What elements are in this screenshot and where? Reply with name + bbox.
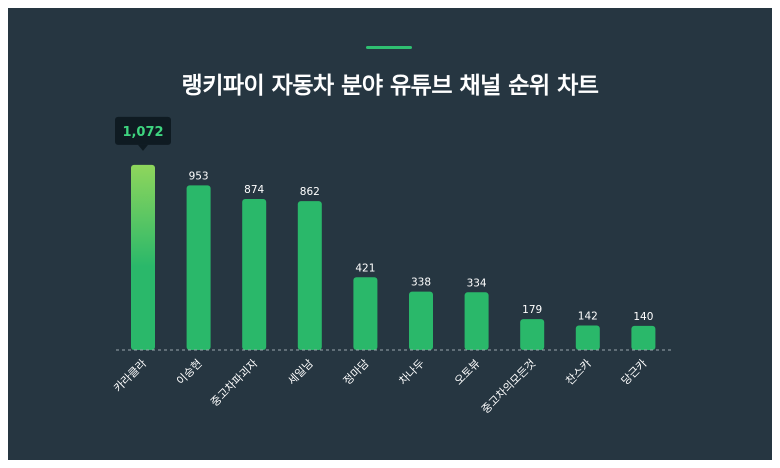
- value-label-10: 140: [633, 311, 653, 323]
- callout-value: 1,072: [122, 125, 163, 140]
- bar-8: [520, 319, 545, 350]
- bar-5: [353, 277, 378, 350]
- bar-6: [409, 291, 433, 350]
- category-label-7: 오토뷰: [452, 357, 483, 388]
- bar-7: [464, 292, 489, 350]
- chart-title: 랭키파이 자동차 분야 유튜브 채널 순위 차트: [181, 73, 599, 99]
- category-label-9: 찬스카: [563, 356, 594, 387]
- bar-1: [131, 164, 155, 350]
- category-label-2: 이승현: [174, 357, 205, 388]
- category-label-6: 차나두: [396, 357, 427, 388]
- chart-card: 랭키파이 자동차 분야 유튜브 채널 순위 차트 1,072 카라클라 953 이승현…: [8, 8, 772, 460]
- bar-3: [242, 199, 267, 350]
- category-label-10: 당근카: [619, 357, 650, 388]
- bar-10: [631, 325, 656, 350]
- title-accent-line: [366, 46, 412, 49]
- value-label-4: 862: [300, 186, 320, 198]
- callout-pointer: [138, 144, 148, 151]
- bar-chart: 1,072 카라클라 953 이승현 874 중고차파괴자 862 세일남 421 정마담 338 차…: [111, 116, 672, 416]
- value-label-5: 421: [355, 262, 375, 274]
- callout-box: [115, 116, 171, 145]
- highlight-callout: 1,072: [115, 116, 171, 151]
- value-label-7: 334: [467, 277, 487, 289]
- bar-4: [297, 201, 322, 350]
- category-label-5: 정마담: [341, 357, 372, 388]
- category-label-3: 중고차파괴자: [208, 357, 260, 409]
- bar-2: [186, 185, 211, 350]
- value-label-3: 874: [244, 184, 264, 196]
- category-label-8: 중고차의모든것: [479, 357, 538, 416]
- bar-9: [575, 325, 600, 350]
- value-label-2: 953: [189, 170, 209, 182]
- value-label-8: 179: [522, 304, 542, 316]
- category-label-4: 세일남: [285, 356, 316, 387]
- value-label-6: 338: [411, 277, 431, 289]
- value-label-9: 142: [578, 310, 598, 322]
- category-label-1: 카라클라: [111, 357, 149, 395]
